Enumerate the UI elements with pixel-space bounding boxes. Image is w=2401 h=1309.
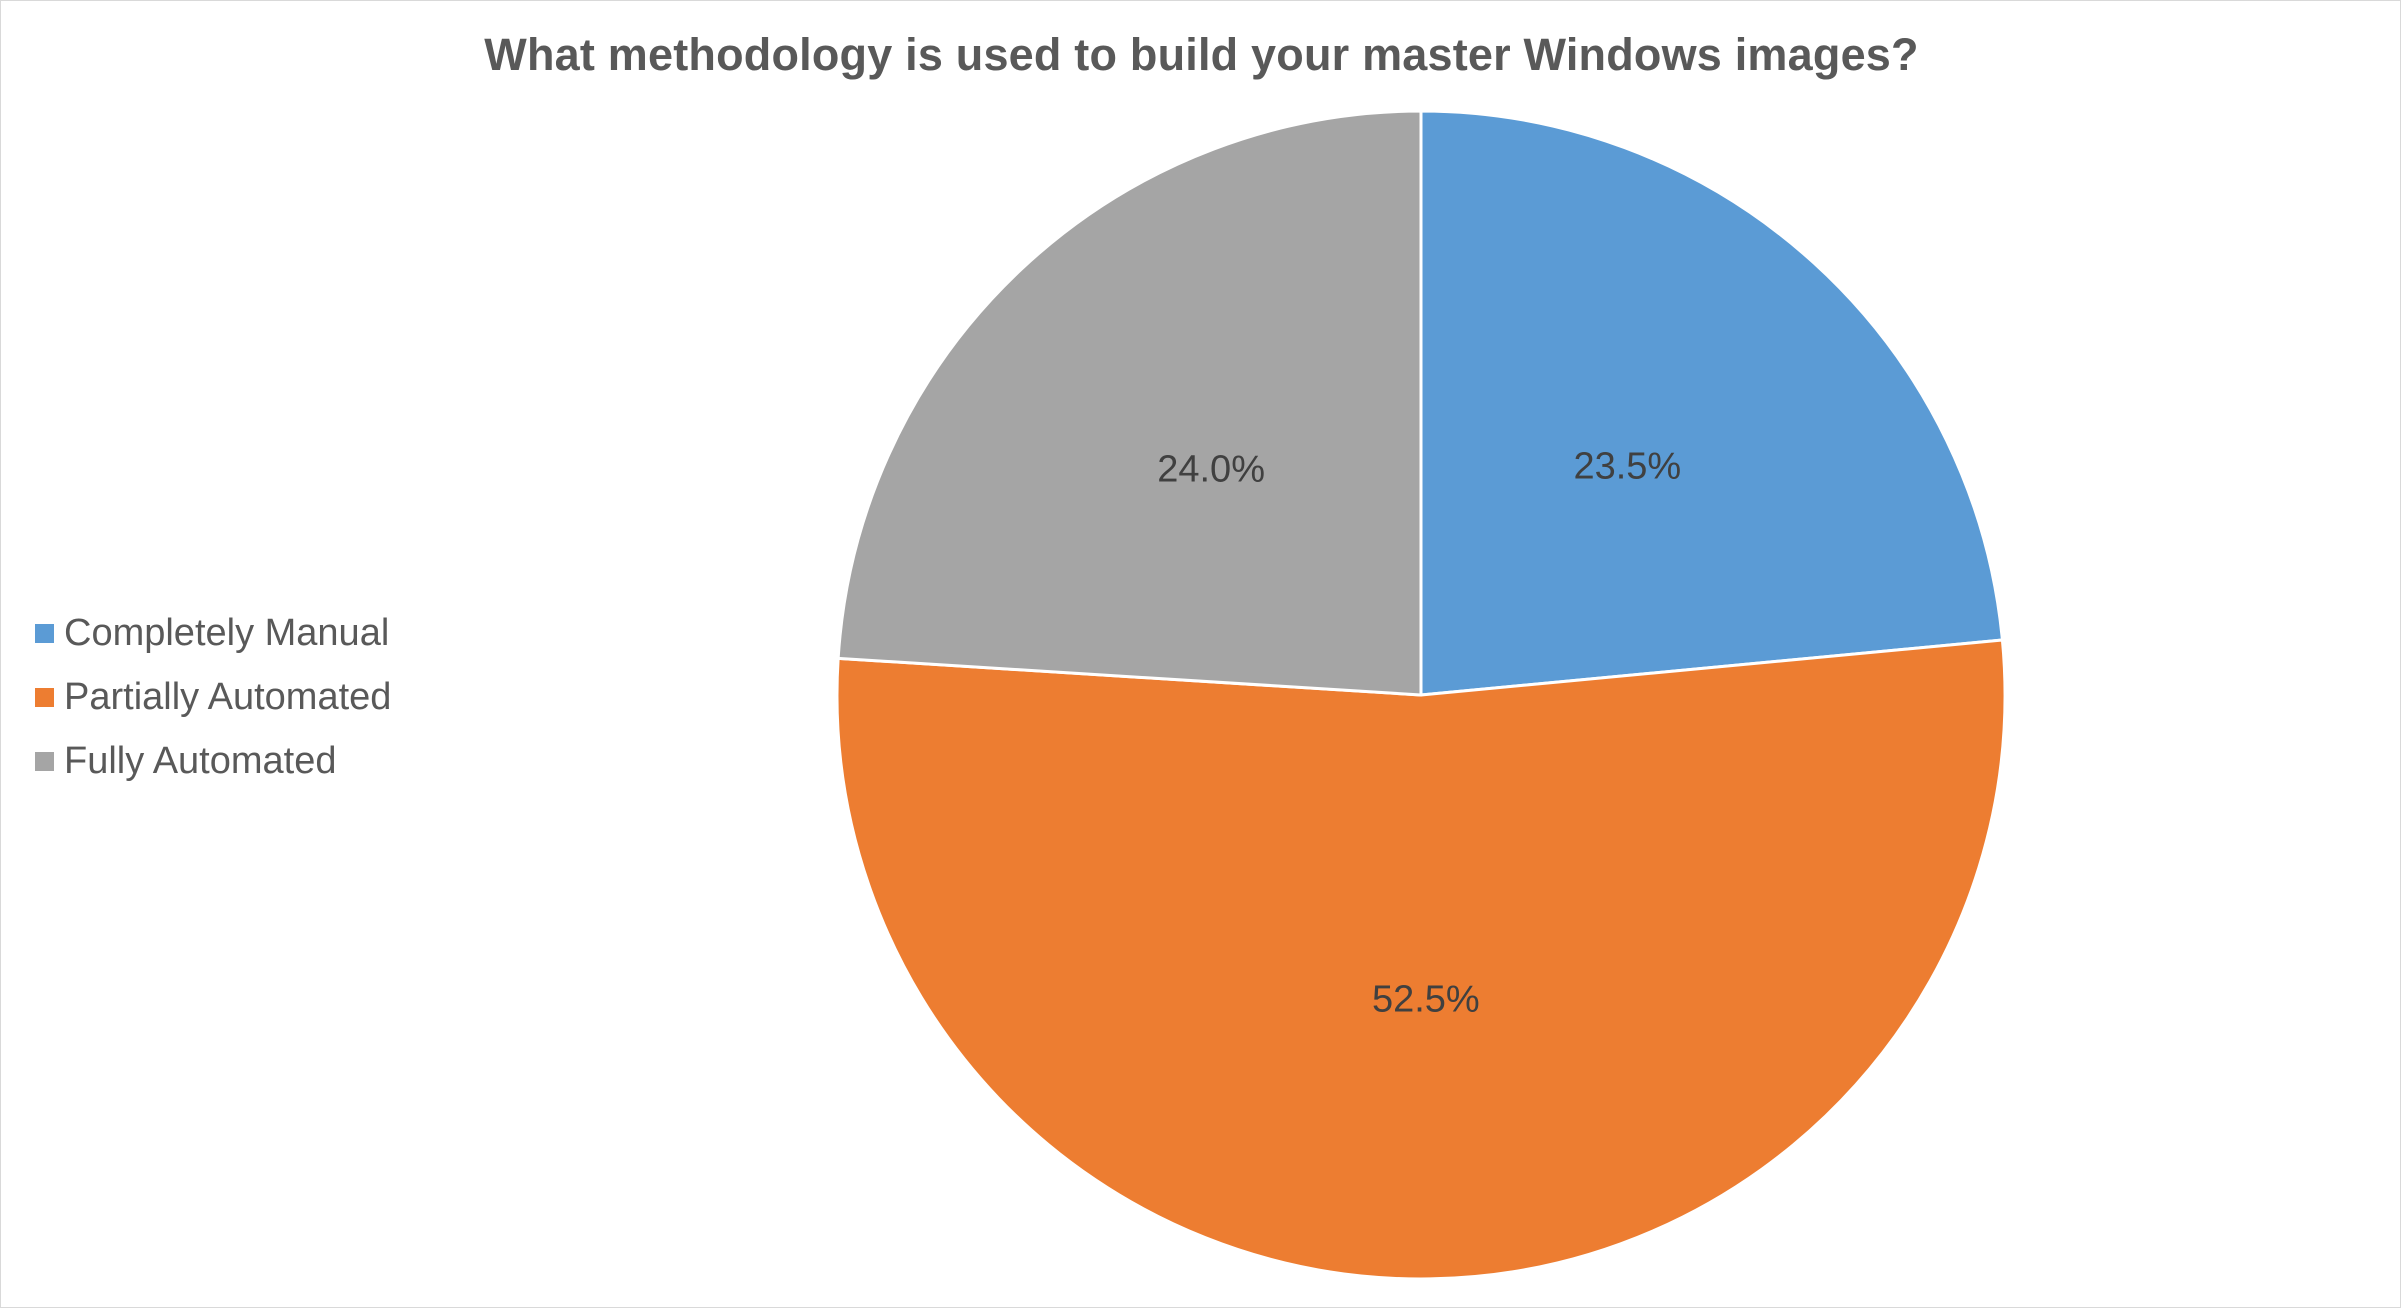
legend-item-fully-automated: Fully Automated bbox=[35, 729, 391, 793]
legend-item-completely-manual: Completely Manual bbox=[35, 601, 391, 665]
legend-item-partially-automated: Partially Automated bbox=[35, 665, 391, 729]
pie-slice-partially-automated bbox=[835, 638, 2007, 1281]
legend-swatch bbox=[35, 687, 54, 707]
legend-swatch bbox=[35, 623, 54, 643]
pie-slice-completely-manual bbox=[1419, 109, 2004, 697]
pie-slice-fully-automated bbox=[836, 109, 1423, 697]
legend: Completely Manual Partially Automated Fu… bbox=[35, 601, 391, 793]
legend-label: Completely Manual bbox=[64, 611, 390, 654]
data-label-completely-manual: 23.5% bbox=[1573, 445, 1681, 487]
chart-title: What methodology is used to build your m… bbox=[484, 29, 1919, 80]
legend-swatch bbox=[35, 751, 54, 771]
data-label-fully-automated: 24.0% bbox=[1157, 449, 1265, 491]
data-label-partially-automated: 52.5% bbox=[1372, 979, 1480, 1021]
legend-label: Fully Automated bbox=[64, 739, 337, 782]
legend-label: Partially Automated bbox=[64, 675, 392, 718]
